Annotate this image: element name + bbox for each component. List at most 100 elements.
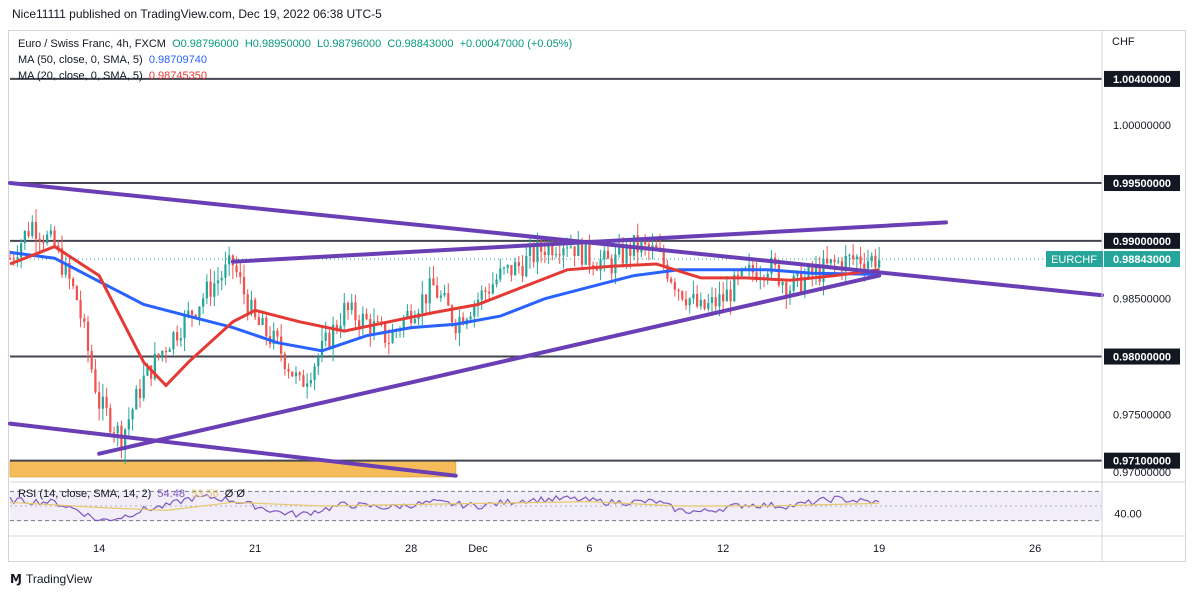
current-symbol-label: EURCHF <box>1051 254 1097 266</box>
candle <box>814 255 818 285</box>
price-level-tag <box>1104 70 1180 87</box>
candle-body <box>12 258 15 260</box>
candle-body <box>86 321 90 351</box>
candle-body <box>566 247 569 249</box>
price-tick-label: 0.99000000 <box>1113 236 1171 248</box>
candle-body <box>476 299 480 305</box>
candle-body <box>543 251 546 256</box>
candle-body <box>332 324 335 348</box>
candle <box>31 215 34 239</box>
footer-brand[interactable]: Ɱ TradingView <box>10 572 92 586</box>
candle-body <box>800 271 803 293</box>
candle-body <box>324 332 327 341</box>
legend-change: +0.00047000 (+0.05%) <box>459 38 573 50</box>
candle-body <box>528 246 532 256</box>
price-level-tag <box>1104 452 1180 469</box>
trendline-1 <box>8 421 458 478</box>
candle-body <box>339 325 342 330</box>
candle-body <box>677 289 680 292</box>
candle-body <box>681 291 684 300</box>
candle <box>332 316 335 362</box>
candle-body <box>636 235 639 253</box>
chart-legend: Euro / Swiss Franc, 4h, FXCM O0.98796000… <box>18 36 572 84</box>
candle <box>733 271 736 303</box>
candle-body <box>863 263 866 269</box>
candle-body <box>651 245 654 249</box>
price-tick-label: 0.98500000 <box>1113 294 1171 306</box>
candle <box>506 264 509 274</box>
candle-body <box>740 268 743 277</box>
candle-body <box>124 429 127 451</box>
candle <box>105 387 108 416</box>
candle <box>525 245 528 278</box>
rsi-tick-label: 40.00 <box>1114 508 1142 520</box>
candle-body <box>439 295 442 298</box>
candle <box>365 308 368 321</box>
candle-body <box>306 383 309 387</box>
price-tick-label: 0.99500000 <box>1113 178 1171 190</box>
candle-body <box>580 240 584 265</box>
candle-body <box>172 332 175 350</box>
candle-body <box>179 338 182 341</box>
candle-body <box>142 375 145 399</box>
candle-body <box>112 432 116 434</box>
candle <box>168 347 171 352</box>
candle <box>216 267 220 296</box>
candle <box>528 235 532 269</box>
candle <box>276 328 279 342</box>
candle <box>384 322 387 348</box>
legend-ma50-label: MA (50, close, 0, SMA, 5) <box>18 54 143 66</box>
price-level-tag <box>1104 175 1180 192</box>
candle <box>101 383 104 421</box>
candle <box>198 306 201 326</box>
candle <box>42 235 45 251</box>
candle-body <box>272 330 275 345</box>
candle-body <box>350 302 353 311</box>
candle <box>79 290 82 328</box>
candle-body <box>725 289 728 302</box>
candle-body <box>621 246 624 264</box>
candle-body <box>792 275 795 291</box>
candle-body <box>625 244 628 264</box>
candle <box>228 246 231 276</box>
candle-body <box>777 265 780 286</box>
candle-body <box>852 255 855 260</box>
candle-body <box>135 388 138 410</box>
candle-body <box>98 392 101 409</box>
candle-body <box>722 294 725 302</box>
legend-symbol-row: Euro / Swiss Franc, 4h, FXCM O0.98796000… <box>18 36 572 52</box>
candle <box>540 236 543 263</box>
candle <box>294 366 298 384</box>
candle <box>86 315 90 363</box>
candle <box>495 273 498 288</box>
candle-body <box>183 314 186 339</box>
candle <box>785 278 788 310</box>
candle-body <box>157 353 160 357</box>
candle-body <box>265 317 268 337</box>
candle-body <box>551 243 554 256</box>
candle-body <box>644 241 647 245</box>
candle <box>688 297 691 314</box>
candle <box>109 403 112 438</box>
candle-body <box>588 242 591 266</box>
candle-body <box>599 259 602 271</box>
candle <box>239 261 242 284</box>
candle <box>265 315 268 346</box>
candle-body <box>532 246 535 263</box>
candle-body <box>577 240 580 256</box>
candle-body <box>536 242 539 263</box>
candle-body <box>391 331 394 344</box>
candle <box>298 371 301 381</box>
candle <box>172 330 175 355</box>
candle <box>142 363 145 402</box>
candle <box>844 245 847 282</box>
candle <box>205 274 208 305</box>
candle <box>707 293 710 312</box>
candle <box>670 276 673 285</box>
rsi-label: RSI (14, close, SMA, 14, 2) <box>18 488 152 500</box>
footer-brand-text: TradingView <box>25 572 92 586</box>
rsi-sma-line <box>9 500 880 512</box>
candle <box>855 253 858 271</box>
candle <box>350 293 353 315</box>
